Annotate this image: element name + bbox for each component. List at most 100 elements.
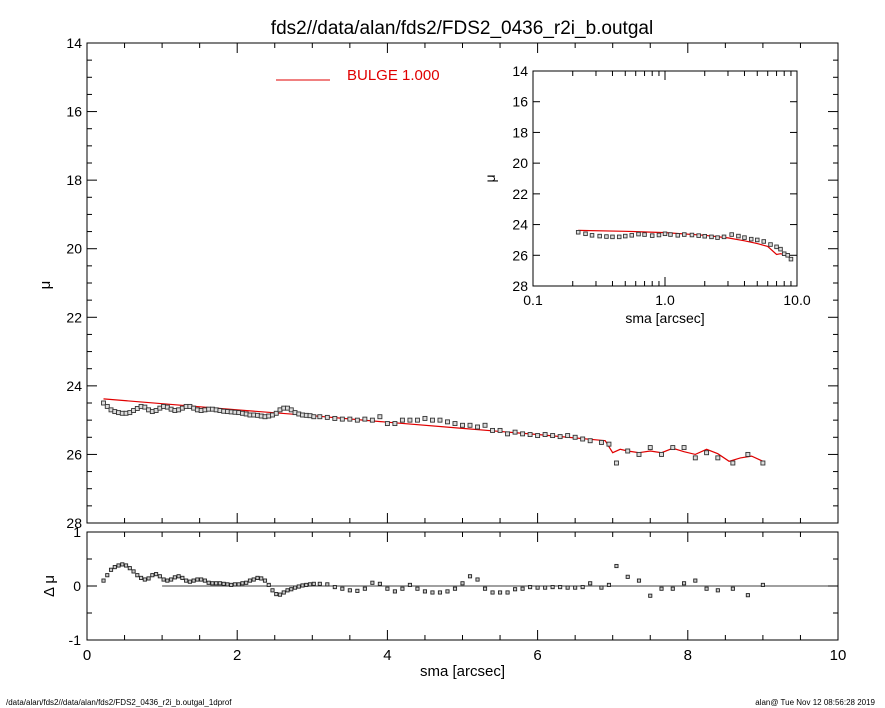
inset-profile-point bbox=[575, 229, 581, 235]
residual-point bbox=[498, 590, 503, 595]
residual-point bbox=[558, 585, 563, 590]
profile-point bbox=[430, 417, 435, 423]
inset-profile-point bbox=[721, 234, 727, 240]
profile-point bbox=[347, 416, 353, 422]
xtick-label: 8 bbox=[684, 647, 692, 664]
xtick-label: 10 bbox=[830, 647, 847, 664]
inset-profile-point bbox=[597, 233, 602, 239]
profile-point bbox=[580, 436, 586, 442]
residual-point bbox=[362, 586, 367, 591]
profile-point bbox=[142, 404, 148, 410]
residual-point bbox=[240, 581, 245, 586]
residual-point bbox=[625, 574, 630, 579]
residual-point bbox=[599, 585, 604, 590]
profile-point bbox=[104, 403, 110, 409]
inset-xtick-label: 0.1 bbox=[523, 292, 543, 308]
residual-point bbox=[289, 587, 294, 592]
main-ytick-label: 28 bbox=[66, 515, 82, 531]
profile-point bbox=[273, 410, 279, 416]
profile-point bbox=[692, 455, 698, 461]
residual-point bbox=[588, 581, 593, 586]
inset-ytick-label: 28 bbox=[512, 278, 528, 294]
residual-point bbox=[347, 588, 352, 593]
residual-point bbox=[606, 582, 611, 587]
profile-point bbox=[505, 431, 511, 437]
residual-point bbox=[232, 582, 237, 587]
residual-point bbox=[670, 586, 675, 591]
profile-point bbox=[392, 421, 398, 427]
residual-point bbox=[247, 578, 253, 583]
residual-point bbox=[139, 575, 144, 580]
inset-profile-point bbox=[768, 242, 773, 247]
inset-profile-point bbox=[589, 233, 595, 238]
profile-point bbox=[550, 433, 556, 439]
main-ytick-label: 20 bbox=[66, 241, 82, 257]
xtick-label: 6 bbox=[533, 647, 541, 664]
residual-point bbox=[513, 587, 518, 592]
resid-ytick-label: -1 bbox=[69, 632, 82, 648]
residual-point bbox=[244, 580, 249, 585]
residual-point bbox=[277, 592, 283, 597]
profile-point bbox=[354, 417, 360, 423]
inset-ytick-label: 20 bbox=[512, 155, 528, 171]
residual-point bbox=[475, 577, 480, 582]
inset-profile-point bbox=[623, 233, 628, 239]
residual-point bbox=[317, 581, 322, 586]
inset-profile-point bbox=[583, 231, 588, 237]
inset-profile-point bbox=[774, 244, 779, 250]
inset-xtick-label: 10.0 bbox=[783, 292, 810, 308]
inset-profile-point bbox=[649, 233, 655, 238]
residual-point bbox=[385, 586, 390, 591]
inset-ytick-label: 26 bbox=[512, 247, 528, 263]
inset-profile-point bbox=[748, 236, 754, 242]
profile-point bbox=[339, 416, 345, 422]
residual-point bbox=[407, 582, 412, 587]
residual-point bbox=[199, 577, 204, 582]
residual-point bbox=[745, 593, 750, 598]
inset-profile-point bbox=[656, 232, 662, 238]
profile-point bbox=[614, 460, 619, 466]
inset-xtick-label: 1.0 bbox=[655, 292, 675, 308]
residual-point bbox=[550, 585, 555, 590]
residual-point bbox=[154, 572, 159, 577]
residual-point bbox=[296, 584, 301, 589]
residual-point bbox=[452, 586, 458, 591]
inset-profile-point bbox=[629, 233, 635, 238]
residual-point bbox=[760, 582, 765, 587]
residual-point bbox=[169, 577, 174, 582]
profile-point bbox=[535, 433, 541, 439]
inset-profile-point bbox=[675, 233, 681, 238]
residual-point bbox=[580, 585, 585, 590]
x-axis-label: sma [arcsec] bbox=[420, 663, 505, 680]
profile-point bbox=[288, 407, 294, 413]
inset-profile-point bbox=[715, 235, 720, 240]
profile-point bbox=[565, 433, 571, 439]
profile-point bbox=[647, 445, 653, 451]
profile-point bbox=[467, 422, 473, 428]
residual-point bbox=[332, 585, 337, 590]
residual-point bbox=[285, 588, 290, 593]
residual-point bbox=[206, 580, 211, 585]
residual-point bbox=[482, 586, 488, 591]
profile-point bbox=[101, 400, 106, 406]
profile-point bbox=[527, 432, 533, 437]
residual-point bbox=[259, 576, 264, 581]
residual-point bbox=[270, 588, 275, 593]
footer-filepath: /data/alan/fds2//data/alan/fds2/FDS2_043… bbox=[6, 698, 232, 707]
residual-point bbox=[274, 592, 279, 597]
inset-profile-point bbox=[778, 246, 783, 252]
main-ylabel: μ bbox=[37, 281, 54, 290]
inset-profile-point bbox=[642, 232, 647, 237]
residual-point bbox=[565, 585, 570, 590]
xtick-label: 0 bbox=[83, 647, 91, 664]
residual-point bbox=[266, 582, 271, 587]
residual-point bbox=[528, 585, 533, 590]
chart-title: fds2//data/alan/fds2/FDS2_0436_r2i_b.out… bbox=[271, 18, 653, 39]
residual-point bbox=[693, 578, 698, 583]
inset-profile-point bbox=[702, 233, 707, 239]
inset-profile-point bbox=[709, 234, 714, 240]
inset-ytick-label: 18 bbox=[512, 124, 528, 140]
residual-point bbox=[325, 582, 330, 587]
inset-profile-point bbox=[689, 232, 695, 238]
